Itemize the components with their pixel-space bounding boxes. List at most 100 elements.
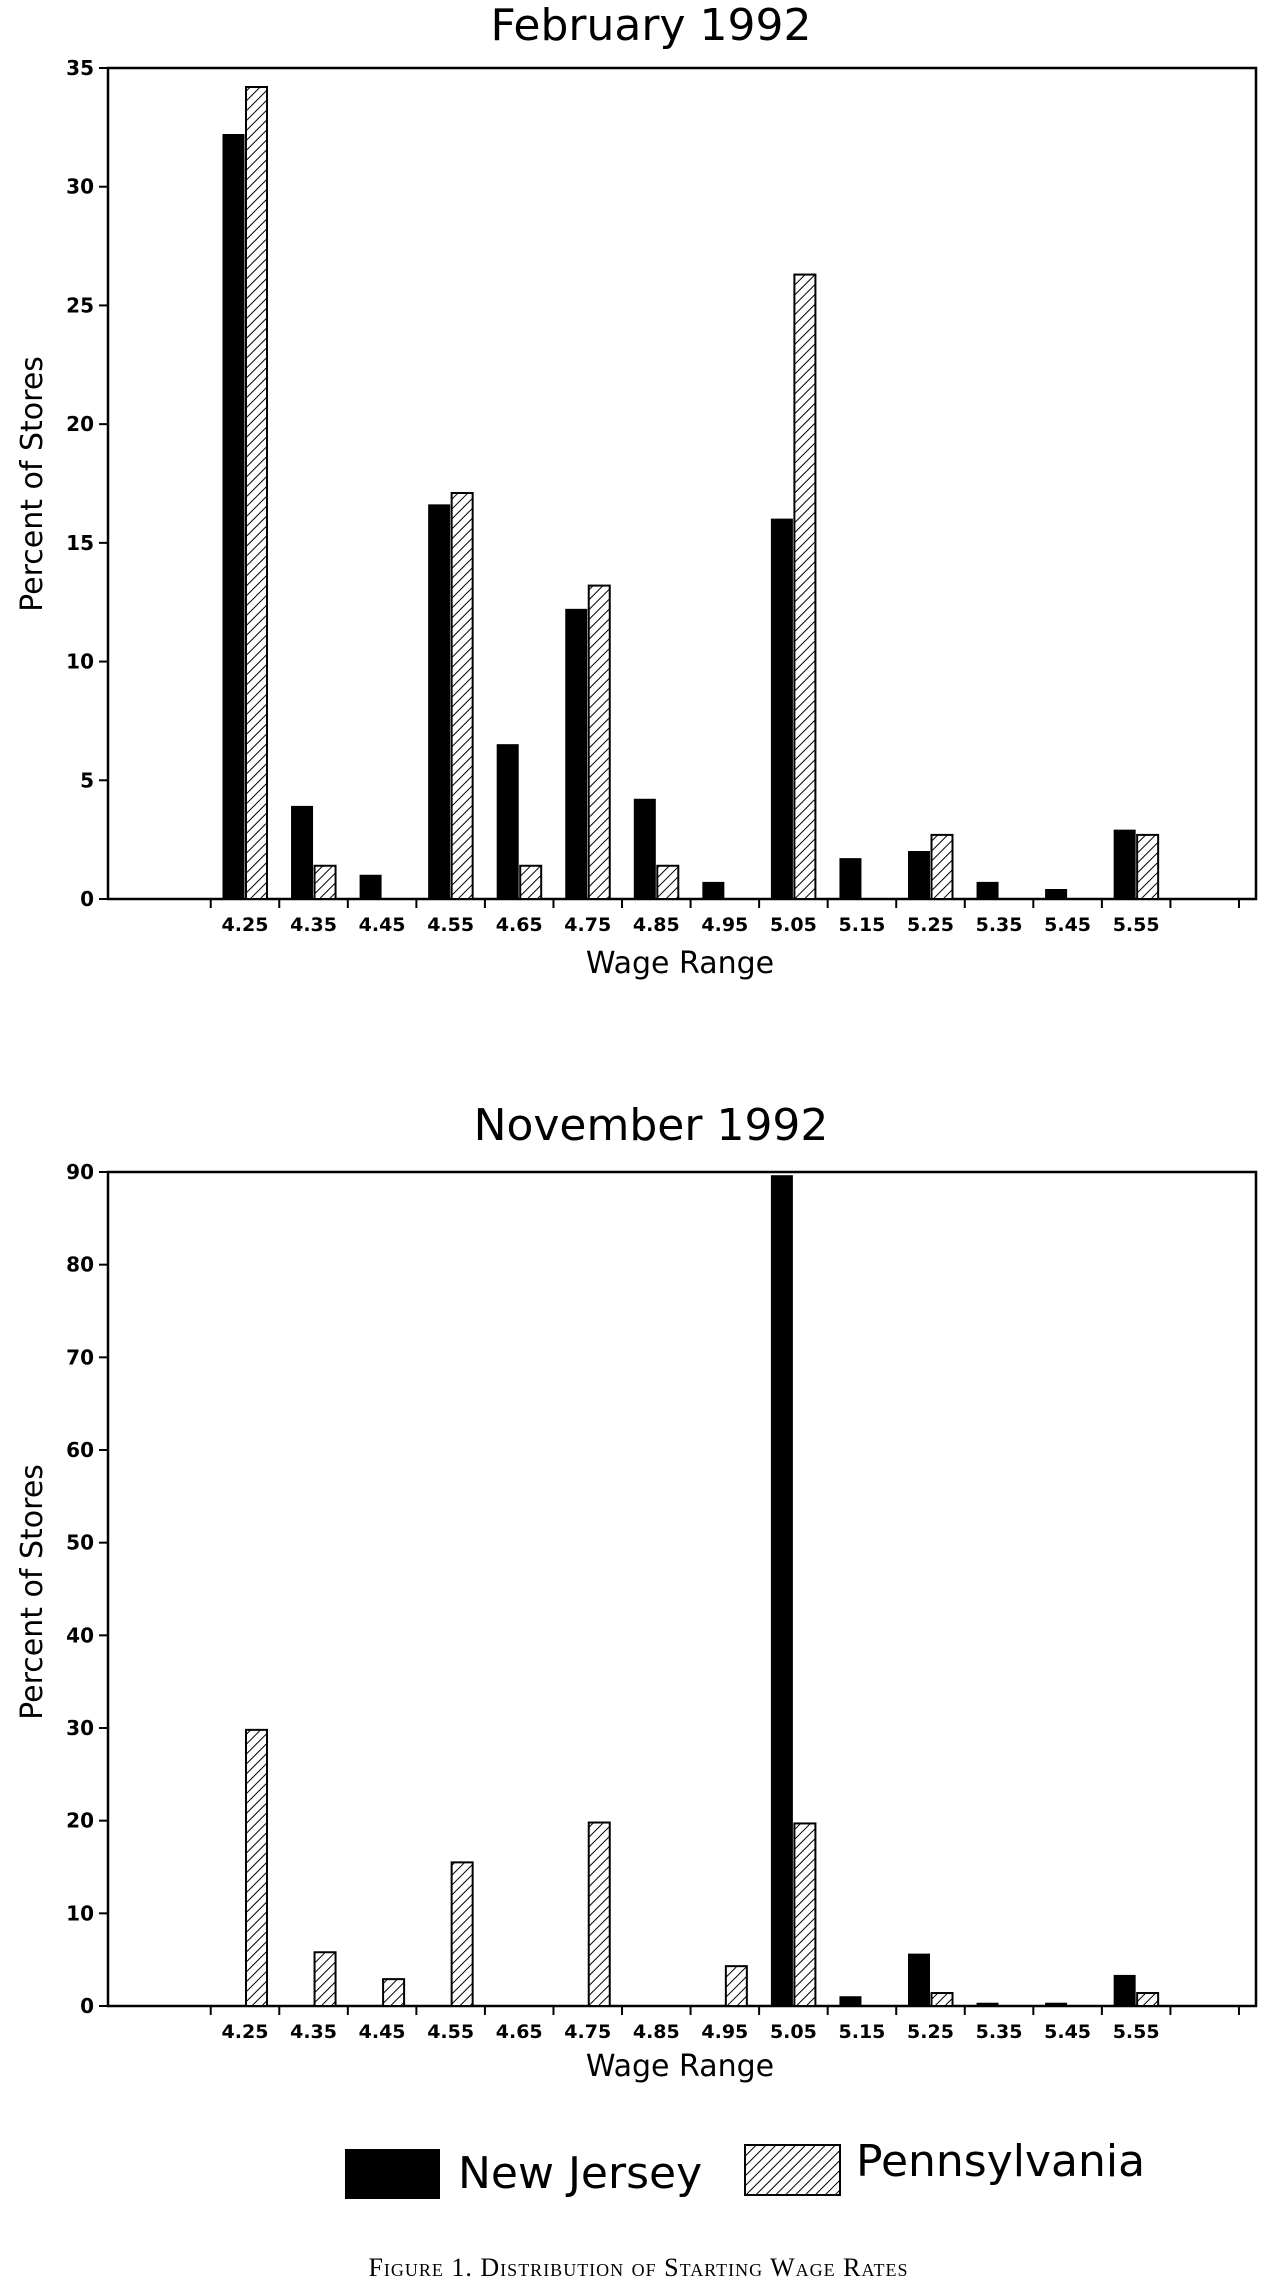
y-tick-label: 0: [80, 1994, 94, 2018]
bar-pennsylvania-5-55: [1136, 1992, 1160, 2007]
bar-pennsylvania-5-05: [793, 1822, 817, 2007]
x-tick-label: 4.95: [701, 914, 748, 936]
y-tick-label: 15: [66, 531, 94, 555]
x-tick-label: 5.35: [976, 914, 1023, 936]
x-tick-label: 5.45: [1044, 914, 1091, 936]
x-tick-label: 4.85: [633, 2021, 680, 2043]
y-tick-label: 30: [66, 175, 94, 199]
bar-new-jersey-4-65: [496, 744, 519, 900]
x-tick-label: 4.55: [427, 2021, 474, 2043]
bar-pennsylvania-4-95: [724, 1965, 748, 2007]
y-axis-ticks: 0 5 10 15 20 25 30 35: [66, 56, 108, 911]
legend-swatch-pennsylvania: [744, 2144, 841, 2196]
chart-title: November 1992: [474, 1100, 829, 1151]
x-tick-label: 4.45: [359, 914, 406, 936]
bar-new-jersey-5-45: [1045, 889, 1068, 900]
bar-pennsylvania-4-55: [450, 491, 474, 900]
legend-swatch-new-jersey: [345, 2149, 440, 2199]
x-tick-label: 4.45: [359, 2021, 406, 2043]
y-tick-label: 50: [66, 1531, 94, 1555]
x-tick-label: 5.55: [1113, 2021, 1160, 2043]
bar-new-jersey-5-35: [976, 2002, 999, 2007]
y-tick-label: 30: [66, 1716, 94, 1740]
bar-new-jersey-5-05: [770, 1175, 793, 2007]
x-tick-label: 5.15: [839, 2021, 886, 2043]
x-tick-label: 5.55: [1113, 914, 1160, 936]
bar-new-jersey-4-45: [359, 874, 382, 900]
bar-new-jersey-4-25: [222, 133, 245, 900]
y-tick-label: 35: [66, 56, 94, 80]
y-tick-label: 80: [66, 1253, 94, 1277]
legend-label-pennsylvania: Pennsylvania: [856, 2136, 1145, 2187]
y-tick-label: 20: [66, 412, 94, 436]
figure-caption: Figure 1. Distribution of Starting Wage …: [368, 2253, 909, 2282]
bar-pennsylvania-4-75: [587, 1821, 611, 2008]
bar-pennsylvania-4-35: [313, 864, 337, 901]
bar-pennsylvania-5-25: [930, 1992, 954, 2007]
bar-pennsylvania-4-35: [313, 1951, 337, 2007]
plot-frame: [106, 1170, 1258, 2008]
legend-label-new-jersey: New Jersey: [458, 2148, 702, 2199]
bar-pennsylvania-5-55: [1136, 833, 1160, 900]
x-tick-label: 4.55: [427, 914, 474, 936]
x-tick-label: 4.25: [222, 914, 269, 936]
bar-pennsylvania-5-25: [930, 833, 954, 900]
x-tick-label: 4.65: [496, 2021, 543, 2043]
x-tick-label: 4.95: [701, 2021, 748, 2043]
y-tick-label: 0: [80, 887, 94, 911]
bar-new-jersey-5-15: [839, 1996, 862, 2007]
y-tick-label: 70: [66, 1345, 94, 1369]
y-axis-label: Percent of Stores: [15, 1464, 50, 1720]
y-tick-label: 10: [66, 1901, 94, 1925]
x-tick-label: 5.15: [839, 914, 886, 936]
x-tick-label: 5.25: [907, 914, 954, 936]
bar-new-jersey-4-95: [702, 881, 725, 900]
x-tick-label: 4.35: [290, 914, 337, 936]
y-tick-label: 20: [66, 1809, 94, 1833]
bar-new-jersey-5-25: [908, 1953, 930, 2007]
chart-title: February 1992: [491, 0, 812, 51]
bar-new-jersey-4-85: [633, 798, 656, 900]
x-tick-label: 4.75: [564, 914, 611, 936]
x-tick-label: 4.25: [222, 2021, 269, 2043]
bar-pennsylvania-4-85: [656, 864, 680, 901]
bar-pennsylvania-4-45: [382, 1978, 406, 2008]
bar-pennsylvania-5-05: [793, 273, 817, 900]
x-tick-label: 5.45: [1044, 2021, 1091, 2043]
x-axis-ticks: 4.25 4.35 4.45 4.55 4.65 4.75 4.85 4.95 5.05 5.15…: [209, 2006, 1240, 2043]
bar-new-jersey-5-15: [839, 858, 862, 900]
legend: New Jersey Pennsylvania: [345, 2136, 1145, 2199]
bar-pennsylvania-4-25: [245, 85, 268, 901]
bar-pennsylvania-4-65: [519, 864, 543, 901]
x-tick-label: 4.85: [633, 914, 680, 936]
bars: [245, 1175, 1160, 2008]
bar-pennsylvania-4-55: [450, 1861, 474, 2008]
y-tick-label: 60: [66, 1438, 94, 1462]
plot-frame: [106, 66, 1258, 901]
y-tick-label: 25: [66, 293, 94, 317]
x-tick-label: 5.25: [907, 2021, 954, 2043]
bar-new-jersey-5-55: [1113, 1974, 1136, 2007]
x-tick-label: 4.65: [496, 914, 543, 936]
bar-new-jersey-5-35: [976, 881, 999, 900]
y-tick-label: 90: [66, 1160, 94, 1184]
bar-new-jersey-4-35: [291, 805, 314, 900]
y-axis-label: Percent of Stores: [15, 356, 50, 612]
bar-new-jersey-5-25: [908, 851, 930, 900]
y-tick-label: 10: [66, 650, 94, 674]
chart-february-1992: February 1992 0 5 10 15 20 25 30 35 4.25 4.35 4.4…: [15, 0, 1258, 981]
bar-pennsylvania-4-25: [245, 1728, 268, 2008]
x-axis-ticks: 4.25 4.35 4.45 4.55 4.65 4.75 4.85 4.95 5.05 5.15…: [209, 899, 1240, 936]
x-tick-label: 5.05: [770, 2021, 817, 2043]
bar-new-jersey-4-75: [565, 608, 588, 900]
x-tick-label: 5.35: [976, 2021, 1023, 2043]
bar-new-jersey-5-05: [770, 518, 793, 900]
bar-pennsylvania-4-75: [587, 584, 611, 900]
bar-new-jersey-4-55: [428, 504, 451, 900]
x-axis-label: Wage Range: [586, 946, 774, 981]
x-axis-label: Wage Range: [586, 2049, 774, 2084]
x-tick-label: 5.05: [770, 914, 817, 936]
y-axis-ticks: 0 10 20 30 40 50 60 70 80 90: [66, 1160, 108, 2018]
